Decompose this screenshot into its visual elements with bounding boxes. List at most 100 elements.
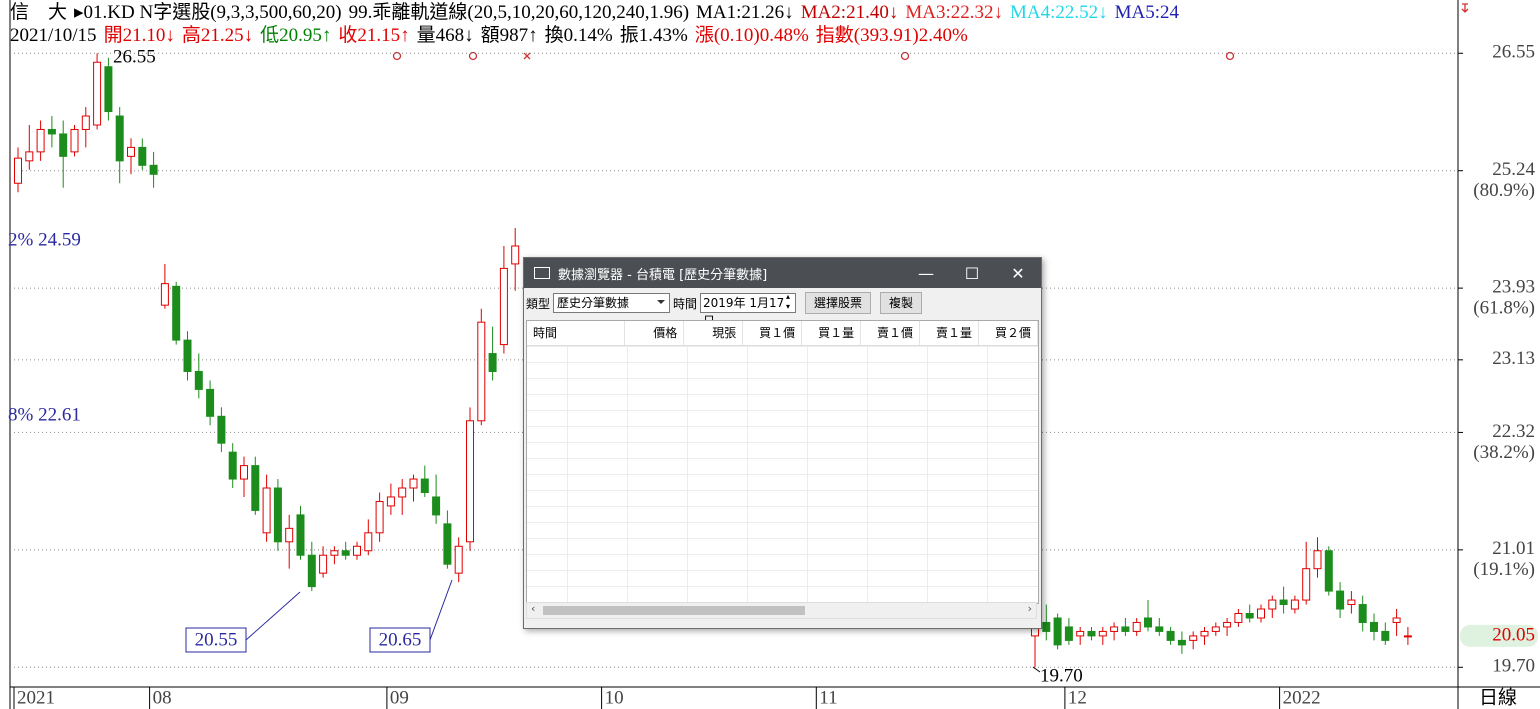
candle-body bbox=[330, 550, 339, 556]
candle-body bbox=[364, 532, 373, 552]
header-item: 99.乖離軌道線(20,5,10,20,60,120,240,1.96) bbox=[348, 2, 690, 23]
candle-body bbox=[1098, 630, 1107, 637]
candle-body bbox=[1381, 630, 1390, 641]
candle-body bbox=[1189, 635, 1198, 641]
callout-line bbox=[1032, 666, 1041, 673]
candle-body bbox=[93, 61, 102, 126]
x-tick-label: 12 bbox=[1068, 687, 1087, 708]
header-item: 收21.15↑ bbox=[338, 25, 410, 46]
candle-body bbox=[81, 115, 90, 130]
signal-marker bbox=[392, 51, 402, 61]
candle-body bbox=[1290, 599, 1299, 610]
grid-header: 時間 價格 現張 買１價 買１量 賣１價 賣１量 買２價 bbox=[527, 321, 1038, 346]
annotations: 26.55 2% 24.59 8% 22.61 20.55 20.65 19.7… bbox=[8, 46, 1083, 686]
close-button[interactable]: ✕ bbox=[1011, 263, 1025, 283]
date-picker[interactable]: 2019年 1月17日 bbox=[700, 292, 797, 328]
candle-body bbox=[273, 487, 282, 543]
candle-body bbox=[1064, 626, 1073, 641]
candle-body bbox=[1302, 568, 1311, 601]
header-row: 2021/10/15 開21.10↓ 高21.25↓ 低20.95↑ 收21.15↑ 量4… bbox=[10, 25, 975, 47]
candle-body bbox=[319, 554, 328, 574]
candle-body bbox=[386, 496, 395, 507]
header-item: 開21.10↓ bbox=[103, 25, 175, 46]
candle-body bbox=[375, 500, 384, 534]
candle-body bbox=[1234, 612, 1243, 623]
candle-body bbox=[47, 128, 56, 135]
candle-body bbox=[183, 339, 192, 372]
select-stock-button[interactable]: 選擇股票 bbox=[805, 292, 872, 314]
header-item: 振1.43% bbox=[619, 25, 688, 46]
header-item: MA3:22.32↓ bbox=[905, 2, 1003, 23]
callout-line bbox=[245, 591, 301, 641]
candle-body bbox=[1257, 608, 1265, 619]
y-tick-label: 25.24 bbox=[1492, 159, 1535, 180]
x-tick-label: 10 bbox=[605, 687, 624, 708]
candle-body bbox=[499, 267, 508, 346]
callout-box bbox=[185, 627, 247, 653]
type-label: 類型 bbox=[526, 296, 551, 311]
candle-body bbox=[511, 245, 520, 265]
header-item: ▸01.KD N字選股(9,3,3,500,60,20) bbox=[74, 2, 342, 23]
y-tick-label: 19.70 bbox=[1492, 656, 1535, 677]
x-tick-label: 08 bbox=[153, 687, 172, 708]
x-tick-label: 2022 bbox=[1283, 687, 1321, 708]
candle-body bbox=[36, 128, 45, 153]
signal-marker bbox=[900, 51, 910, 61]
low-label: 20.65 bbox=[379, 629, 422, 650]
toolbar: 類型 歷史分筆數據 時間 2019年 1月17日 選擇股票 複製 bbox=[524, 288, 1041, 328]
candle-body bbox=[25, 151, 34, 162]
candle-body bbox=[115, 115, 124, 162]
candle-body bbox=[398, 487, 407, 498]
candle-body bbox=[172, 285, 181, 341]
fib-label: (80.9%) bbox=[1473, 180, 1535, 201]
column-header: 時間 bbox=[527, 321, 626, 345]
maximize-button[interactable]: ☐ bbox=[964, 263, 980, 283]
column-header: 賣１價 bbox=[861, 321, 921, 345]
candle-body bbox=[1144, 617, 1152, 628]
header-item: 量468↓ bbox=[416, 25, 474, 46]
candle-body bbox=[1403, 635, 1412, 638]
low-label: 20.55 bbox=[195, 629, 238, 650]
candle-body bbox=[240, 465, 248, 480]
time-label: 時間 bbox=[673, 296, 698, 311]
signal-marker bbox=[468, 51, 478, 61]
header-item: 低20.95↑ bbox=[260, 25, 332, 46]
header-item: 信 大 bbox=[10, 2, 68, 23]
x-tick-label: 09 bbox=[390, 687, 409, 708]
candle-body bbox=[1324, 550, 1333, 592]
low-label: 19.70 bbox=[1040, 665, 1083, 686]
dialog-title: 數據瀏覽器 - 台積電 [歷史分筆數據] bbox=[558, 267, 768, 283]
header-item: 高21.25↓ bbox=[181, 25, 254, 46]
candle-body bbox=[296, 514, 305, 556]
data-browser-dialog: 數據瀏覽器 - 台積電 [歷史分筆數據] — ☐ ✕ 類型 歷史分筆數據 時間 … bbox=[523, 257, 1042, 629]
copy-button[interactable]: 複製 bbox=[880, 292, 923, 314]
candle-body bbox=[1121, 626, 1130, 632]
last-price-label: 20.05 bbox=[1492, 624, 1535, 645]
candle-body bbox=[1392, 617, 1401, 623]
candle-body bbox=[353, 545, 361, 556]
candle-body bbox=[1211, 626, 1220, 632]
candle-body bbox=[1336, 590, 1345, 610]
last-price-tag bbox=[1460, 624, 1538, 647]
app-icon bbox=[534, 267, 550, 279]
candle-body bbox=[1087, 630, 1096, 637]
candle-body bbox=[432, 496, 441, 516]
column-header: 買１價 bbox=[743, 321, 803, 345]
candle-body bbox=[138, 146, 147, 166]
candle-body bbox=[1245, 612, 1254, 619]
candle-body bbox=[1110, 626, 1119, 632]
candle-body bbox=[1347, 599, 1356, 606]
minimize-button[interactable]: — bbox=[918, 263, 934, 283]
candle-body bbox=[160, 283, 169, 306]
candle-body bbox=[488, 353, 497, 372]
candle-body bbox=[1223, 621, 1232, 628]
type-select[interactable]: 歷史分筆數據 bbox=[553, 293, 671, 313]
column-header: 買２價 bbox=[979, 321, 1038, 345]
callout-box bbox=[369, 627, 431, 653]
horizontal-scrollbar[interactable]: ‹ › bbox=[526, 602, 1037, 619]
column-header: 賣１量 bbox=[920, 321, 980, 345]
scroll-thumb[interactable] bbox=[543, 606, 805, 615]
column-header: 買１量 bbox=[802, 321, 862, 345]
candle-body bbox=[477, 321, 486, 422]
